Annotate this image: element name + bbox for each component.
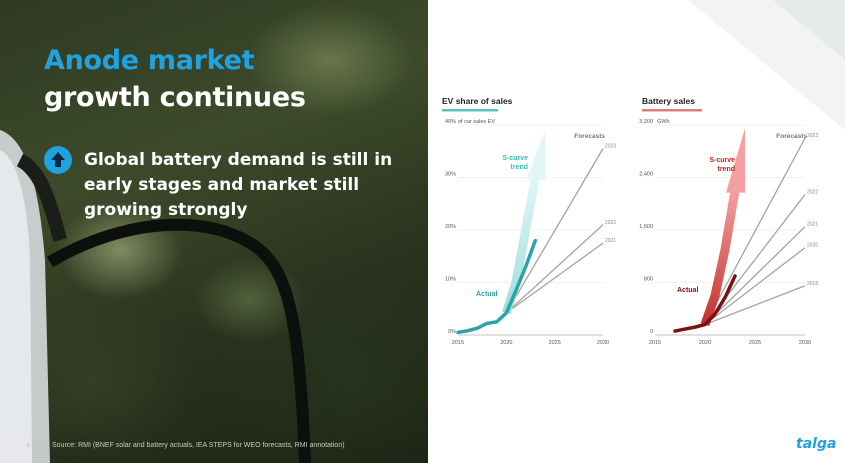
forecast-line [704,137,806,325]
talga-logo: talga [796,436,837,452]
x-tick-label: 2020 [500,340,512,346]
y-tick-label: 2,400 [639,172,653,178]
chart-title: EV share of sales [442,96,513,106]
forecast-label: 2020 [807,243,818,249]
scurve-label: S-curve trend [709,157,735,173]
chart-title: Battery sales [642,96,695,106]
forecast-label: 2021 [605,238,616,244]
y-tick-label: 800 [644,277,653,283]
y-tick-label: 0% [448,329,456,335]
ev-charger-photo [0,0,428,463]
scurve-arrow-body [502,176,540,315]
slide-title: Anode market growth continues [44,42,306,116]
forecast-label: 2023 [605,144,616,150]
forecast-line [505,148,604,314]
x-tick-label: 2020 [699,340,711,346]
forecast-line [704,226,806,325]
forecast-label: 2022 [807,190,818,196]
battery-sales-chart: Battery sales 0 800 1,600 2,400 3,200 GWh 2015 2… [639,96,818,346]
page-number: 4 [26,442,30,449]
bullet-text: Global battery demand is still in early … [84,150,393,220]
scurve-arrow-head [526,130,546,180]
x-tick-label: 2015 [649,340,661,346]
actual-label: Actual [476,291,497,298]
forecast-label: 2023 [807,133,818,139]
source-note: Source: RMI (BNEF solar and battery actu… [52,442,345,449]
forecast-label: 2018 [807,281,818,287]
scurve-label: S-curve trend [502,155,528,171]
forecast-label: 2022 [605,220,616,226]
forecast-line [704,247,806,326]
y-unit-label: of car sales EV [458,119,495,125]
y-tick-label: 10% [445,277,456,283]
forecasts-label: Forecasts [776,133,807,140]
x-tick-label: 2025 [549,340,561,346]
chart-title-underline [442,109,498,112]
x-tick-label: 2025 [749,340,761,346]
decorative-corner [688,0,845,130]
actual-line [673,274,737,333]
forecast-line [704,285,806,326]
up-arrow-icon [44,146,72,174]
title-line-accent: Anode market [44,45,255,76]
y-tick-label: 20% [445,224,456,230]
forecast-line [505,224,604,314]
y-unit-label: GWh [657,119,670,125]
title-line-main: growth continues [44,82,306,113]
y-tick-label: 30% [445,172,456,178]
forecast-label: 2021 [807,222,818,228]
y-tick-label: 0 [650,329,653,335]
actual-line [456,238,538,335]
forecast-line [505,242,604,314]
x-tick-label: 2030 [597,340,609,346]
y-tick-label: 40% [445,119,456,125]
charger-illustration [0,130,311,463]
chart-title-underline [642,109,702,112]
y-tick-label: 3,200 [639,119,653,125]
scurve-arrow-body [700,189,740,326]
charts-panel [428,0,845,463]
x-tick-label: 2015 [452,340,464,346]
actual-label: Actual [677,287,698,294]
scurve-arrow-head [726,128,745,193]
y-tick-label: 1,600 [639,224,653,230]
x-tick-label: 2030 [799,340,811,346]
forecasts-label: Forecasts [574,133,605,140]
ev-share-chart: EV share of sales 0% 10% 20% 30% 40% of car sa… [442,96,616,346]
